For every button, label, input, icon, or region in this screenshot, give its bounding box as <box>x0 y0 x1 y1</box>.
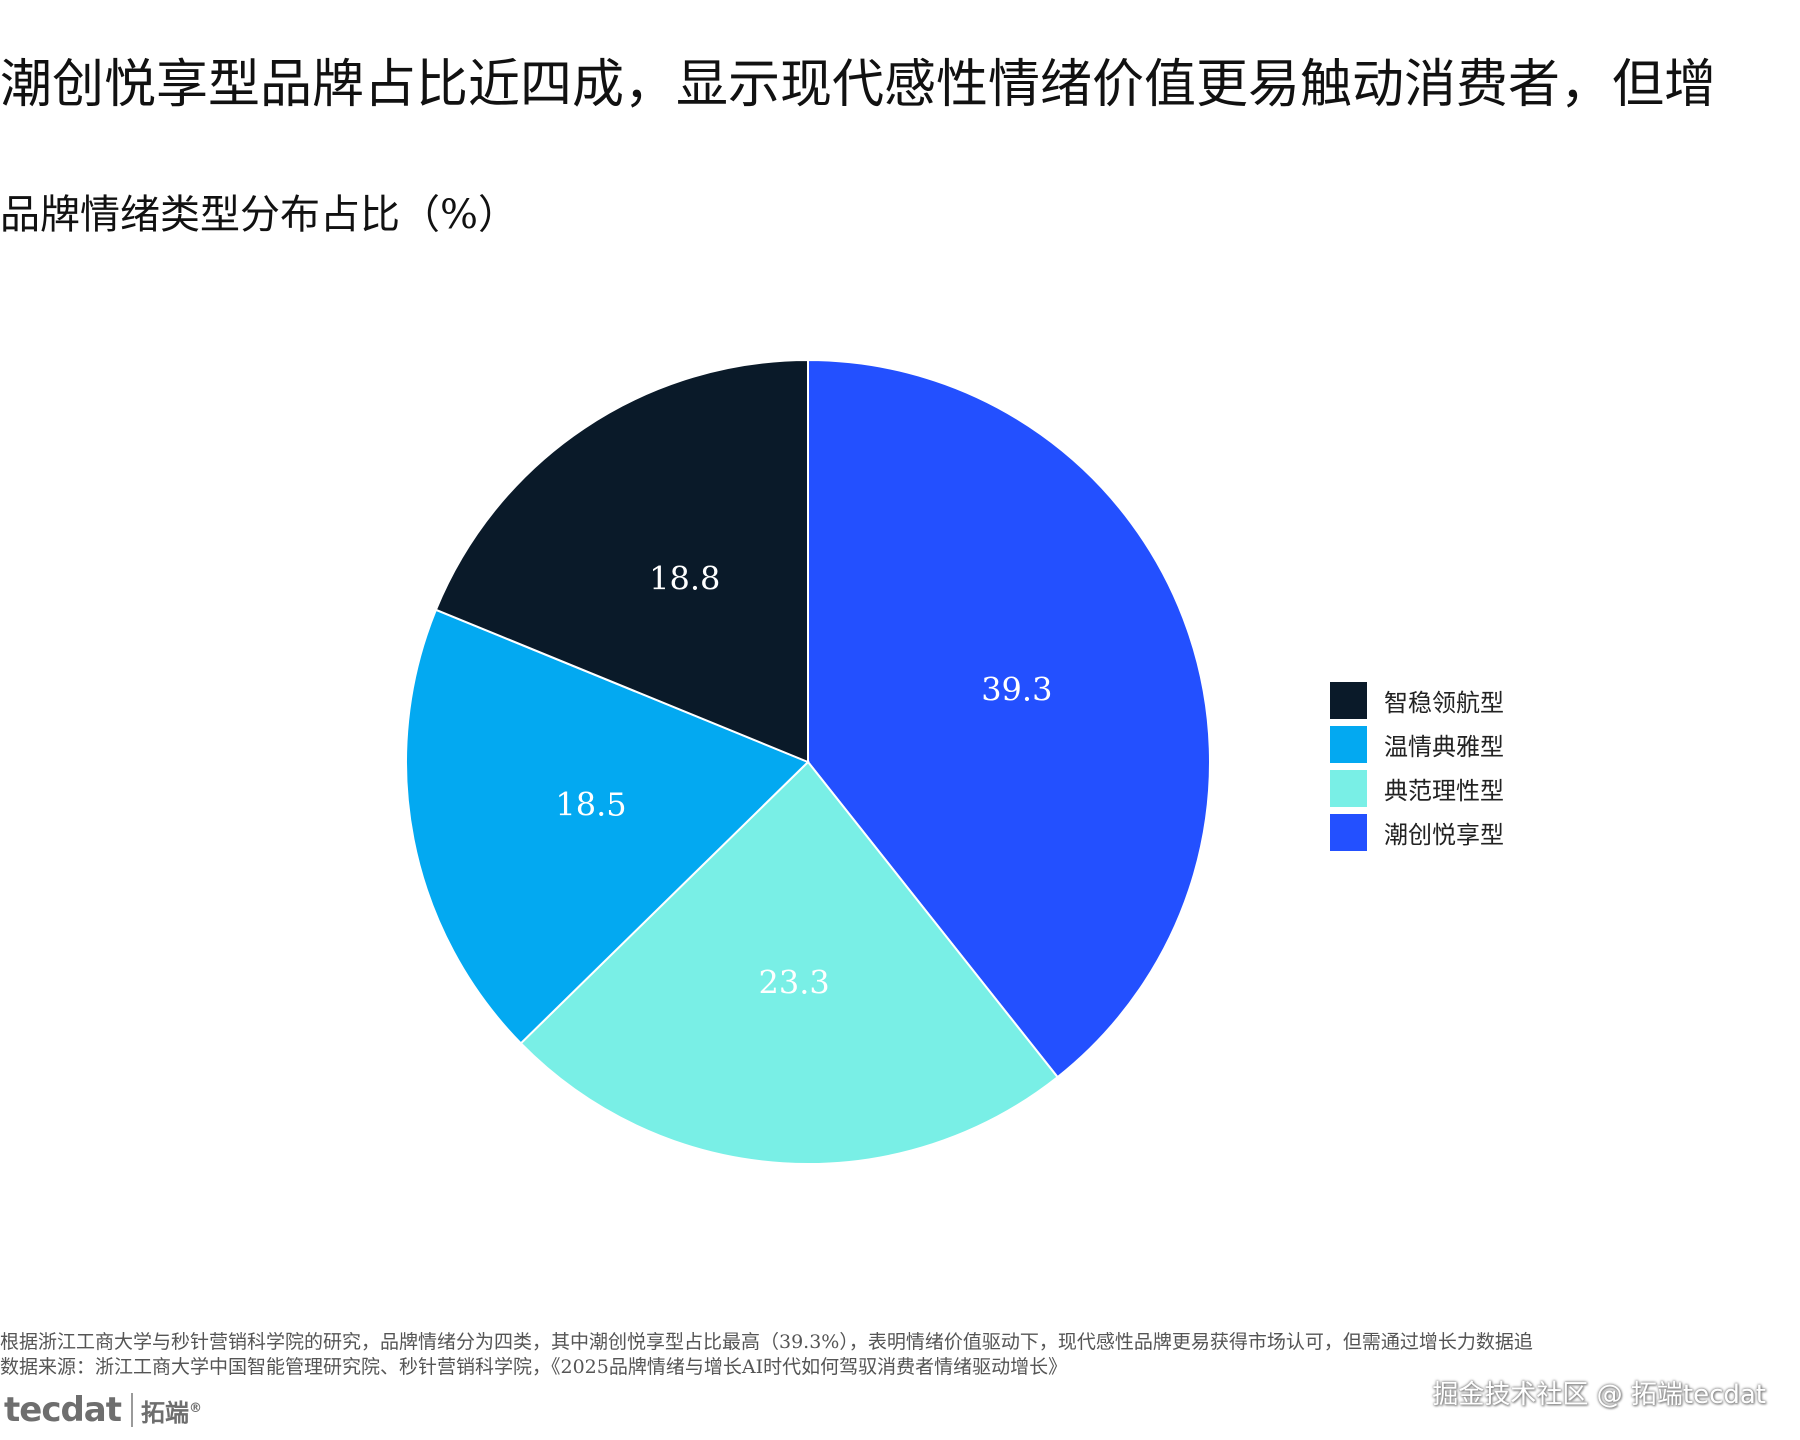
legend-label: 潮创悦享型 <box>1384 820 1504 849</box>
pie-value-label: 18.5 <box>555 785 626 823</box>
footnote: 根据浙江工商大学与秒针营销科学院的研究，品牌情绪分为四类，其中潮创悦享型占比最高… <box>0 1331 1533 1353</box>
pie-value-labels: 39.3 23.3 18.5 18.8 <box>555 559 1052 1001</box>
pie-slice <box>434 358 809 764</box>
headline: 潮创悦享型品牌占比近四成，显示现代感性情绪价值更易触动消费者，但增 <box>0 55 1717 115</box>
logo-chinese-text: 拓端 <box>141 1398 190 1427</box>
pie-slice <box>405 608 810 1045</box>
registered-mark: ® <box>189 1400 203 1416</box>
legend-label: 智稳领航型 <box>1384 688 1504 717</box>
legend-swatch <box>1330 681 1367 719</box>
legend-swatch <box>1330 813 1367 851</box>
legend-label: 典范理性型 <box>1384 776 1504 805</box>
pie-slice <box>519 760 1059 1165</box>
legend-label: 温情典雅型 <box>1384 732 1504 761</box>
pie-value-label: 39.3 <box>981 670 1052 708</box>
legend-item: 典范理性型 <box>1330 766 1504 810</box>
pie-value-label: 23.3 <box>758 964 829 1002</box>
pie-value-label: 18.8 <box>649 559 720 597</box>
watermark: 掘金技术社区 @ 拓端tecdat <box>1432 1380 1766 1410</box>
tecdat-logo: tecdat 拓端® <box>4 1386 202 1434</box>
legend-item: 温情典雅型 <box>1330 722 1504 766</box>
chart-title: 品牌情绪类型分布占比（%） <box>0 192 519 238</box>
legend-swatch <box>1330 769 1367 807</box>
data-source: 数据来源：浙江工商大学中国智能管理研究院、秒针营销科学院，《2025品牌情绪与增… <box>0 1356 1068 1378</box>
legend-item: 潮创悦享型 <box>1330 810 1504 854</box>
logo-divider <box>131 1393 134 1427</box>
pie-slice <box>807 358 1211 1079</box>
legend-item: 智稳领航型 <box>1330 678 1504 722</box>
legend-swatch <box>1330 725 1367 763</box>
pie-slices <box>405 358 1211 1165</box>
logo-wordmark: tecdat <box>4 1390 122 1430</box>
logo-chinese-name: 拓端® <box>141 1393 202 1428</box>
chart-legend: 智稳领航型 温情典雅型 典范理性型 潮创悦享型 <box>1330 678 1504 854</box>
